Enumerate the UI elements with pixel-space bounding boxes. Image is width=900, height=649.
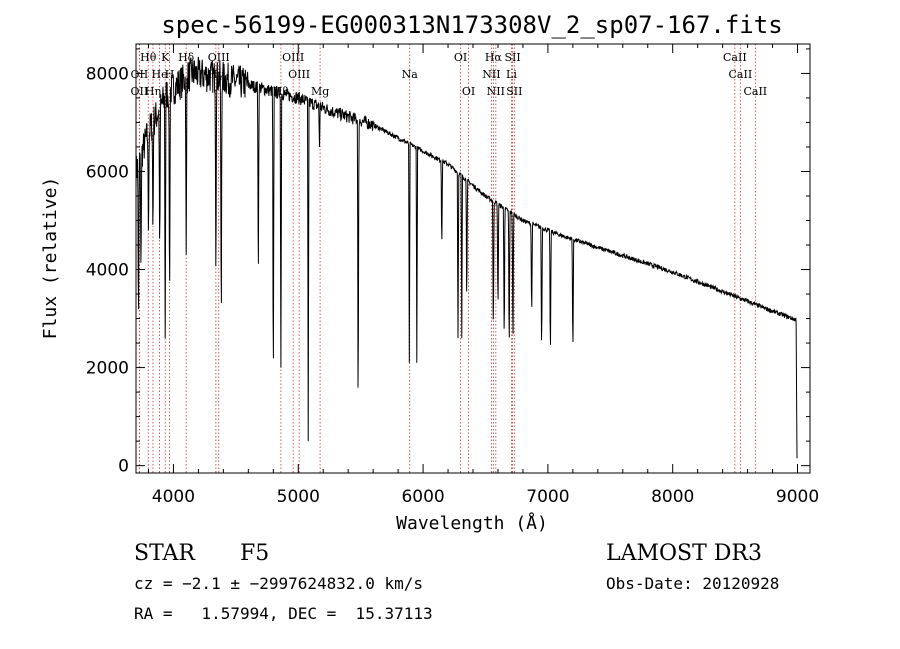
spectral-line-label: OIII	[288, 68, 310, 81]
x-tick-label: 4000	[152, 487, 195, 507]
spectral-line-label: OI	[462, 85, 475, 98]
spectral-line-label: SII	[504, 51, 520, 64]
spectral-line-label: NII	[487, 85, 505, 98]
spectral-line-markers	[138, 44, 756, 473]
x-axis-ticks: 4000 5000 6000 7000 8000 9000	[147, 44, 819, 507]
chart-title: spec-56199-EG000313N173308V_2_sp07-167.f…	[161, 11, 782, 39]
x-axis-label: Wavelength (Å)	[396, 512, 548, 534]
x-tick-label: 7000	[526, 487, 569, 507]
x-tick-label: 6000	[401, 487, 444, 507]
x-tick-label: 9000	[776, 487, 819, 507]
object-subclass: F5	[240, 541, 269, 566]
y-tick-label: 6000	[86, 162, 129, 182]
spectral-line-label: H	[165, 68, 175, 81]
spectral-line-label: Hδ	[178, 51, 195, 64]
coordinates: RA = 1.57994, DEC = 15.37113	[134, 604, 433, 623]
spectral-line-label: He	[152, 68, 168, 81]
spectral-line-label: OIII	[208, 51, 230, 64]
obs-date: Obs-Date: 20120928	[606, 574, 779, 593]
y-tick-label: 8000	[86, 64, 129, 84]
plot-frame	[135, 43, 811, 474]
spectral-line-label: CaII	[729, 68, 753, 81]
spectral-line-label: Na	[402, 68, 419, 81]
spectral-line-label: OIII	[282, 51, 304, 64]
spectral-line-label: Li	[506, 68, 517, 81]
spectral-line-label: Hα	[485, 51, 503, 64]
y-tick-label: 0	[118, 457, 129, 477]
spectral-line-label: NII	[482, 68, 500, 81]
redshift-text: cz = −2.1 ± −2997624832.0 km/s	[134, 574, 423, 593]
spectral-line-label: CaII	[743, 85, 767, 98]
object-class: STAR	[134, 541, 196, 566]
y-tick-label: 2000	[86, 359, 129, 379]
survey-name: LAMOST DR3	[606, 541, 762, 566]
spectral-line-label: Mg	[311, 85, 329, 98]
spectrum-series	[135, 56, 798, 466]
spectral-line-label: Hθ	[140, 51, 157, 64]
x-tick-label: 8000	[651, 487, 694, 507]
x-tick-label: 5000	[277, 487, 320, 507]
spectral-line-label: OII	[131, 68, 149, 81]
spectral-line-label: CaII	[723, 51, 747, 64]
spectral-line-label: OI	[454, 51, 467, 64]
y-axis-ticks: 0 2000 4000 6000 8000	[86, 48, 810, 477]
y-axis-label: Flux (relative)	[40, 177, 61, 340]
spectral-line-label: SII	[506, 85, 522, 98]
spectral-line-label: Hη	[145, 85, 161, 98]
y-tick-label: 4000	[86, 261, 129, 281]
spectral-line-label: OII	[131, 85, 149, 98]
spectral-line-labels: HθOIIOIIHηHeKHHδHγOIIIHβOIIIOIIIMgNaOIOI…	[131, 51, 768, 98]
spectral-line-label: K	[161, 51, 170, 64]
